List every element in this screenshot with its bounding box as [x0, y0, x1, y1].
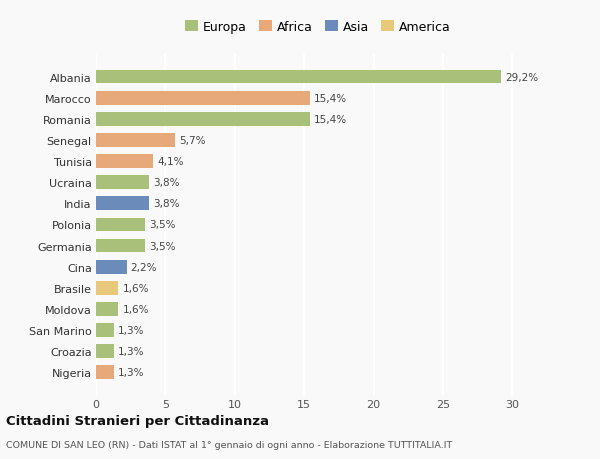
Bar	[96, 155, 153, 168]
Text: 1,3%: 1,3%	[118, 347, 145, 356]
Text: 15,4%: 15,4%	[314, 94, 347, 103]
Text: 3,5%: 3,5%	[149, 241, 175, 251]
Text: 3,8%: 3,8%	[153, 199, 179, 209]
Text: 2,2%: 2,2%	[131, 262, 157, 272]
Bar	[96, 71, 501, 84]
Bar	[96, 218, 145, 232]
Text: Cittadini Stranieri per Cittadinanza: Cittadini Stranieri per Cittadinanza	[6, 414, 269, 428]
Text: 3,5%: 3,5%	[149, 220, 175, 230]
Bar	[96, 324, 114, 337]
Bar	[96, 345, 114, 358]
Bar	[96, 92, 310, 105]
Text: 15,4%: 15,4%	[314, 115, 347, 124]
Text: 1,3%: 1,3%	[118, 368, 145, 377]
Bar	[96, 112, 310, 126]
Text: 29,2%: 29,2%	[505, 73, 538, 82]
Bar	[96, 260, 127, 274]
Bar	[96, 176, 149, 190]
Bar	[96, 302, 118, 316]
Bar	[96, 366, 114, 379]
Bar	[96, 239, 145, 253]
Text: 3,8%: 3,8%	[153, 178, 179, 188]
Text: 1,6%: 1,6%	[122, 304, 149, 314]
Text: COMUNE DI SAN LEO (RN) - Dati ISTAT al 1° gennaio di ogni anno - Elaborazione TU: COMUNE DI SAN LEO (RN) - Dati ISTAT al 1…	[6, 441, 452, 449]
Text: 5,7%: 5,7%	[179, 135, 206, 146]
Text: 1,3%: 1,3%	[118, 325, 145, 335]
Bar	[96, 281, 118, 295]
Bar	[96, 134, 175, 147]
Legend: Europa, Africa, Asia, America: Europa, Africa, Asia, America	[185, 21, 451, 34]
Text: 4,1%: 4,1%	[157, 157, 184, 167]
Bar	[96, 197, 149, 211]
Text: 1,6%: 1,6%	[122, 283, 149, 293]
